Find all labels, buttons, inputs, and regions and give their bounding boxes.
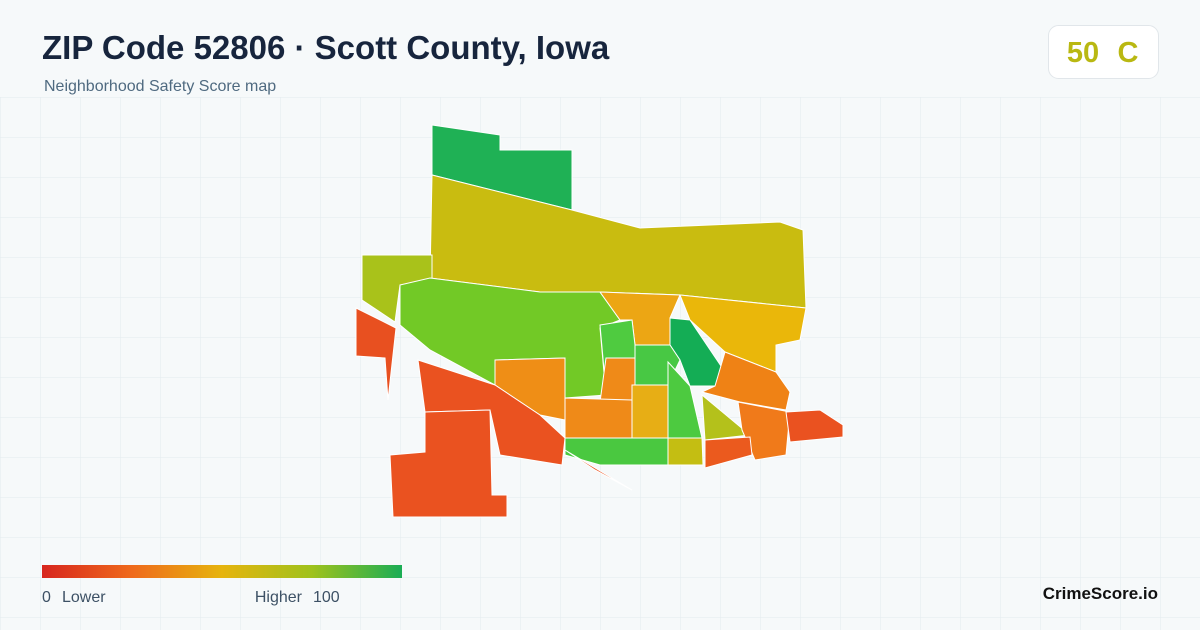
legend-max-label: Higher	[255, 589, 303, 606]
region	[700, 351, 791, 411]
region	[564, 449, 633, 491]
legend-min: 0	[42, 589, 51, 606]
score-value: 50	[1067, 37, 1099, 69]
region	[564, 397, 633, 439]
region	[701, 393, 752, 441]
region	[631, 384, 669, 439]
region	[704, 436, 753, 469]
region	[599, 357, 636, 403]
region	[679, 294, 807, 373]
legend-max: 100	[313, 589, 340, 606]
legend-gradient	[42, 565, 402, 578]
brand: CrimeScore.io	[1043, 584, 1158, 603]
region	[667, 437, 704, 466]
zip-map	[355, 124, 844, 518]
score-badge	[1048, 25, 1159, 79]
subtitle: Neighborhood Safety Score map	[44, 78, 276, 95]
region	[564, 437, 669, 466]
legend-min-label: Lower	[62, 589, 106, 606]
region	[355, 307, 397, 401]
score-grade: C	[1118, 37, 1139, 69]
region	[389, 409, 508, 518]
region	[494, 357, 566, 421]
title: ZIP Code 52806 · Scott County, Iowa	[42, 29, 610, 66]
region	[785, 409, 844, 443]
